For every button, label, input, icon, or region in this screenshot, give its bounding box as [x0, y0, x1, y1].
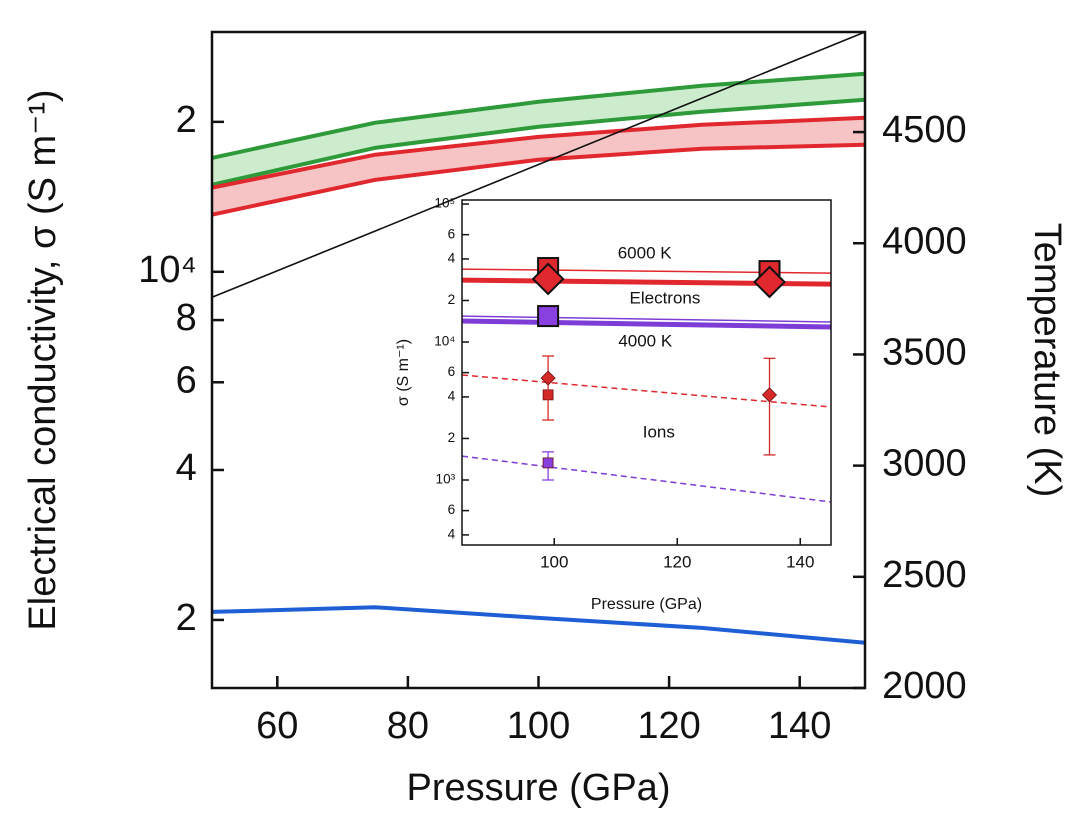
y-tick-label: 4	[176, 447, 197, 489]
marker	[761, 387, 778, 403]
line	[211, 605, 866, 645]
y-tick-label: 8	[176, 297, 197, 339]
marker	[537, 305, 560, 328]
x-axis-label: Pressure (GPa)	[591, 596, 702, 613]
x-tick-label: 140	[786, 552, 814, 571]
y-tick-label: 2	[448, 292, 456, 307]
marker	[531, 262, 565, 296]
x-axis-label: Pressure (GPa)	[407, 767, 671, 809]
y2-tick-label: 3000	[882, 443, 967, 485]
y2-tick-label: 2500	[882, 554, 967, 596]
line	[461, 318, 832, 330]
x-tick-label: 120	[637, 705, 700, 747]
y-tick-label: 2	[176, 597, 197, 639]
annotation: 4000 K	[618, 332, 673, 351]
band-edge	[211, 97, 866, 187]
band-fill	[212, 73, 865, 185]
y2-axis-label: Temperature (K)	[1026, 223, 1068, 498]
y-tick-label: 10⁵	[434, 196, 455, 211]
y-tick-label: 10³	[436, 472, 456, 487]
x-tick-label: 140	[768, 705, 831, 747]
y2-tick-label: 2000	[882, 665, 967, 707]
y-tick-label: 4	[448, 251, 456, 266]
dashed-line	[461, 455, 832, 503]
band-edge	[211, 71, 866, 160]
y-tick-label: 6	[448, 502, 456, 517]
annotation: Ions	[643, 423, 675, 442]
dashed-line	[461, 374, 832, 408]
band-edge	[211, 142, 866, 217]
y-tick-label: 2	[176, 99, 197, 141]
y-tick-label: 10⁴	[138, 249, 197, 291]
y-axis-label: σ (S m⁻¹)	[395, 339, 412, 406]
y-tick-label: 6	[448, 226, 456, 241]
band-edge	[211, 115, 866, 190]
annotation: Electrons	[630, 288, 701, 307]
y2-tick-label: 3500	[882, 331, 967, 373]
line	[211, 31, 866, 299]
marker	[753, 265, 786, 299]
y-tick-label: 10⁴	[434, 334, 455, 349]
y-tick-label: 2	[448, 430, 456, 445]
line	[461, 315, 832, 323]
marker	[540, 370, 556, 386]
x-tick-label: 120	[663, 552, 691, 571]
y-tick-label: 6	[448, 364, 456, 379]
y-tick-label: 4	[448, 527, 456, 542]
annotation: 6000 K	[618, 243, 673, 262]
marker	[542, 457, 554, 469]
y2-tick-label: 4000	[882, 220, 967, 262]
y-axis-label: Electrical conductivity, σ (S m⁻¹)	[22, 89, 64, 630]
x-tick-label: 80	[387, 705, 429, 747]
x-tick-label: 100	[540, 552, 568, 571]
band-fill	[212, 117, 865, 215]
y2-tick-label: 4500	[882, 109, 967, 151]
y-tick-label: 6	[176, 359, 197, 401]
y-tick-label: 4	[448, 389, 456, 404]
x-tick-label: 60	[256, 705, 298, 747]
x-tick-label: 100	[507, 705, 570, 747]
